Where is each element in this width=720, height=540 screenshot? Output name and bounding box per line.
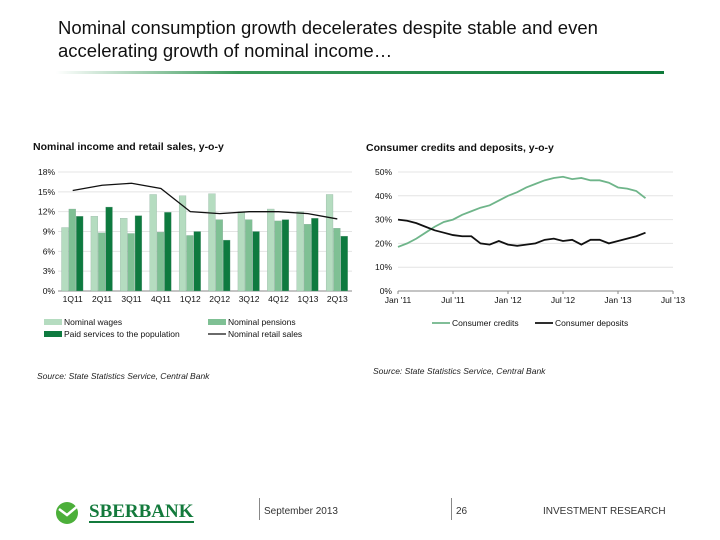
y-tick-label: 15%	[38, 187, 55, 197]
legend-swatch	[44, 331, 62, 337]
line-nominal-retail-sales	[72, 182, 338, 220]
bar-nominal-pensions	[215, 219, 223, 292]
y-tick-label: 50%	[375, 167, 392, 177]
bar-nominal-wages	[90, 216, 98, 292]
bar-nominal-wages	[296, 211, 304, 292]
bar-nominal-wages	[267, 208, 275, 292]
x-tick-label: 2Q12	[209, 294, 230, 304]
bar-paid-services-to-the-population	[164, 212, 172, 292]
chart2-source: Source: State Statistics Service, Centra…	[373, 366, 546, 376]
y-tick-label: 18%	[38, 167, 55, 177]
legend-label: Consumer deposits	[555, 318, 628, 328]
bar-nominal-pensions	[303, 224, 312, 292]
chart1-source: Source: State Statistics Service, Centra…	[37, 371, 210, 381]
x-tick-label: 2Q13	[327, 294, 348, 304]
bar-nominal-pensions	[274, 220, 282, 292]
bar-paid-services-to-the-population	[311, 218, 319, 292]
y-tick-label: 6%	[43, 246, 56, 256]
y-tick-label: 3%	[43, 266, 56, 276]
title-rule	[56, 71, 664, 74]
bar-paid-services-to-the-population	[193, 231, 201, 292]
x-tick-label: 1Q12	[180, 294, 201, 304]
bar-paid-services-to-the-population	[134, 215, 143, 292]
legend-label: Consumer credits	[452, 318, 519, 328]
x-tick-label: 2Q11	[92, 294, 112, 304]
x-tick-label: Jan '12	[494, 295, 521, 305]
x-tick-label: Jul '11	[441, 295, 465, 305]
y-tick-label: 0%	[380, 286, 393, 296]
legend-label: Nominal retail sales	[228, 329, 302, 339]
y-tick-label: 10%	[375, 262, 392, 272]
bar-paid-services-to-the-population	[105, 206, 113, 292]
bar-nominal-wages	[149, 194, 157, 292]
footer-date: September 2013	[264, 506, 338, 517]
legend-label: Nominal wages	[64, 317, 122, 327]
bar-nominal-pensions	[186, 235, 194, 292]
bar-nominal-wages	[325, 194, 334, 292]
x-tick-label: Jul '12	[551, 295, 576, 305]
bar-paid-services-to-the-population	[76, 216, 84, 292]
chart2-title: Consumer credits and deposits, y-o-y	[366, 142, 554, 154]
y-tick-label: 20%	[375, 238, 392, 248]
bar-nominal-pensions	[245, 219, 253, 292]
legend-swatch	[44, 319, 62, 325]
bar-paid-services-to-the-population	[281, 219, 290, 292]
legend-swatch	[208, 319, 226, 325]
bar-nominal-wages	[120, 218, 128, 292]
y-tick-label: 30%	[375, 215, 392, 225]
legend-label: Paid services to the population	[64, 329, 180, 339]
bar-nominal-pensions	[127, 233, 135, 292]
x-tick-label: 3Q11	[121, 294, 141, 304]
y-tick-label: 0%	[43, 286, 56, 296]
legend-label: Nominal pensions	[228, 317, 296, 327]
slide-title: Nominal consumption growth decelerates d…	[58, 17, 598, 61]
x-tick-label: Jan '11	[385, 295, 412, 305]
logo-text: SBERBANK	[89, 500, 194, 523]
x-tick-label: 4Q12	[268, 294, 289, 304]
x-tick-label: 1Q13	[298, 294, 319, 304]
sberbank-logo-icon	[56, 502, 80, 524]
bar-paid-services-to-the-population	[340, 235, 348, 292]
x-tick-label: 3Q12	[239, 294, 260, 304]
y-tick-label: 40%	[375, 191, 392, 201]
y-tick-label: 12%	[38, 207, 55, 217]
y-tick-label: 9%	[43, 227, 56, 237]
footer-section: INVESTMENT RESEARCH	[543, 506, 666, 517]
page-number: 26	[456, 506, 468, 517]
bar-nominal-wages	[237, 211, 245, 292]
x-tick-label: 4Q11	[151, 294, 171, 304]
line-consumer-credits	[397, 175, 647, 248]
bar-nominal-pensions	[68, 208, 76, 292]
bar-paid-services-to-the-population	[252, 231, 260, 292]
bar-nominal-pensions	[333, 228, 341, 292]
chart1-title: Nominal income and retail sales, y-o-y	[33, 141, 224, 153]
x-tick-label: Jul '13	[661, 295, 686, 305]
bar-nominal-wages	[178, 195, 187, 292]
line-consumer-deposits	[397, 218, 646, 247]
sberbank-logo: SBERBANK	[53, 499, 194, 525]
bar-nominal-wages	[208, 193, 216, 292]
bar-nominal-pensions	[98, 232, 106, 292]
bar-paid-services-to-the-population	[223, 239, 231, 292]
x-tick-label: 1Q11	[63, 294, 83, 304]
bar-nominal-pensions	[156, 232, 165, 292]
x-tick-label: Jan '13	[604, 295, 631, 305]
bar-nominal-wages	[61, 227, 69, 292]
